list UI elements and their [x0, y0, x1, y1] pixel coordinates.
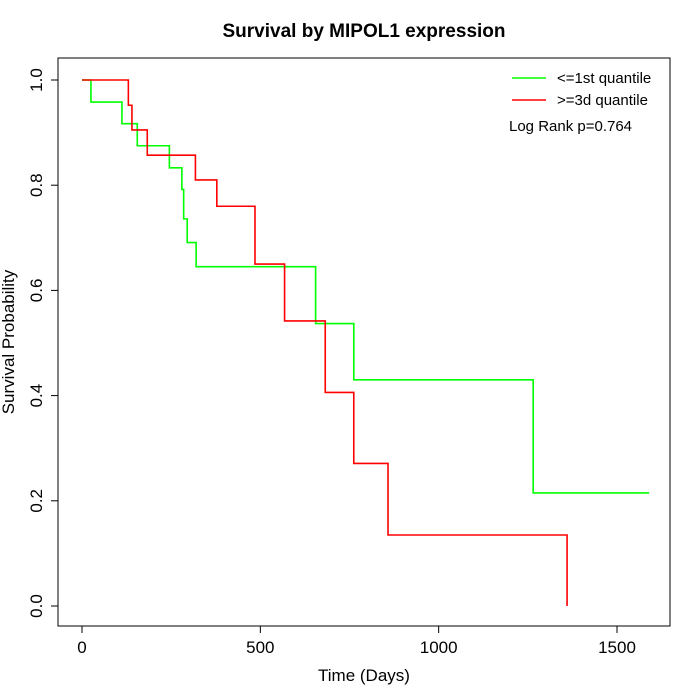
x-tick-label: 1500 — [598, 638, 636, 657]
legend-label-1: <=1st quantile — [557, 70, 651, 87]
x-tick-label: 1000 — [420, 638, 458, 657]
survival-curve-1 — [82, 79, 650, 494]
x-axis: 0 500 1000 1500 — [77, 625, 636, 657]
legend-label-2: >=3d quantile — [557, 92, 648, 109]
series-layer — [82, 79, 650, 606]
legend: <=1st quantile >=3d quantile — [512, 70, 651, 109]
x-axis-label: Time (Days) — [318, 666, 410, 685]
y-tick-label: 0.8 — [27, 173, 46, 197]
y-tick-label: 0.4 — [27, 384, 46, 408]
y-tick-label: 0.0 — [27, 594, 46, 618]
y-tick-label: 0.2 — [27, 489, 46, 513]
survival-curve-2 — [82, 79, 568, 606]
log-rank-annotation: Log Rank p=0.764 — [509, 118, 632, 135]
x-tick-label: 0 — [77, 638, 86, 657]
x-tick-label: 500 — [246, 638, 274, 657]
y-axis: 0.0 0.2 0.4 0.6 0.8 1.0 — [27, 68, 59, 618]
chart-title: Survival by MIPOL1 expression — [223, 21, 506, 42]
y-axis-label: Survival Probability — [0, 269, 18, 414]
y-tick-label: 0.6 — [27, 279, 46, 303]
y-tick-label: 1.0 — [27, 68, 46, 92]
